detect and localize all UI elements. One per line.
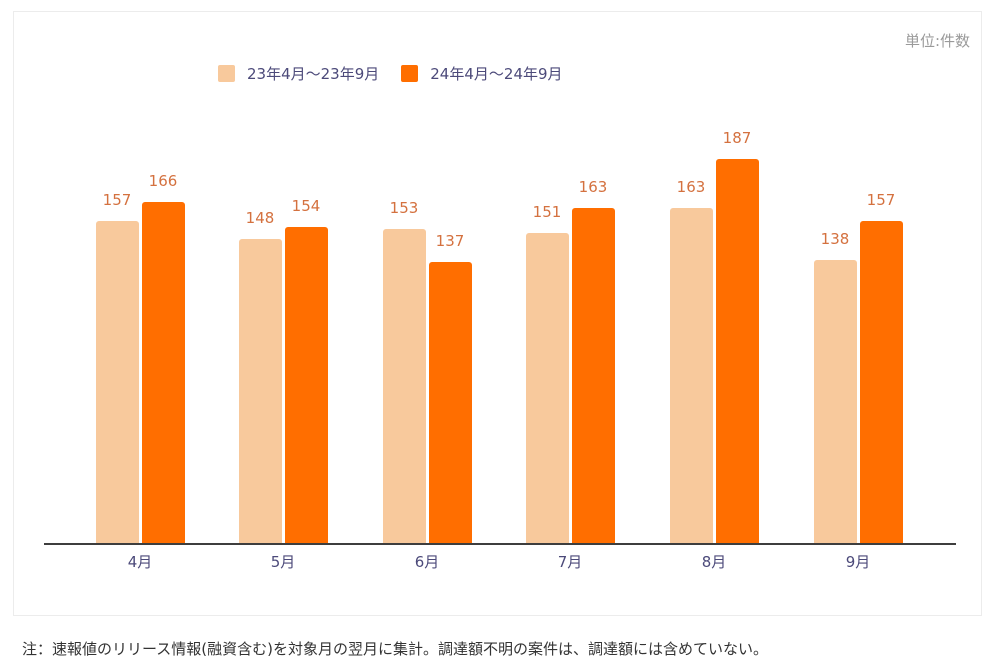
bar-2023-5[interactable] xyxy=(238,239,282,544)
bar-2024-5[interactable] xyxy=(284,227,328,544)
unit-label: 単位:件数 xyxy=(904,32,970,50)
legend-item-2024[interactable]: 24年4月〜24年9月 xyxy=(401,63,563,84)
bar-2023-6[interactable] xyxy=(382,229,426,544)
legend-swatch-2024 xyxy=(401,65,419,82)
x-tick-label: 6月 xyxy=(414,553,440,571)
legend: 23年4月〜23年9月 24年4月〜24年9月 xyxy=(218,63,585,84)
value-label: 157 xyxy=(866,191,896,209)
value-label: 148 xyxy=(245,209,275,227)
value-label: 163 xyxy=(676,178,706,196)
value-label: 187 xyxy=(722,129,752,147)
bar-2024-7[interactable] xyxy=(571,208,615,544)
x-tick-label: 4月 xyxy=(127,553,153,571)
x-axis-line xyxy=(44,543,956,545)
bar-2024-8[interactable] xyxy=(715,159,759,544)
legend-label-2024: 24年4月〜24年9月 xyxy=(430,65,563,83)
value-label: 154 xyxy=(291,197,321,215)
bar-2024-6[interactable] xyxy=(428,262,472,544)
value-label: 166 xyxy=(148,172,178,190)
bar-2023-4[interactable] xyxy=(95,221,139,544)
bar-2024-9[interactable] xyxy=(859,221,903,544)
legend-label-2023: 23年4月〜23年9月 xyxy=(247,65,380,83)
x-tick-label: 8月 xyxy=(701,553,727,571)
bar-2023-9[interactable] xyxy=(813,260,857,544)
x-tick-label: 7月 xyxy=(557,553,583,571)
value-label: 163 xyxy=(578,178,608,196)
bar-2023-8[interactable] xyxy=(669,208,713,544)
bar-2024-4[interactable] xyxy=(141,202,185,544)
x-tick-label: 9月 xyxy=(845,553,871,571)
value-label: 138 xyxy=(820,230,850,248)
value-label: 153 xyxy=(389,199,419,217)
value-label: 137 xyxy=(435,232,465,250)
value-label: 151 xyxy=(532,203,562,221)
value-label: 157 xyxy=(102,191,132,209)
footnote: 注：速報値のリリース情報(融資含む)を対象月の翌月に集計。調達額不明の案件は、調… xyxy=(22,640,768,658)
x-tick-label: 5月 xyxy=(270,553,296,571)
bar-2023-7[interactable] xyxy=(525,233,569,544)
legend-item-2023[interactable]: 23年4月〜23年9月 xyxy=(218,63,379,84)
legend-swatch-2023 xyxy=(218,65,235,82)
